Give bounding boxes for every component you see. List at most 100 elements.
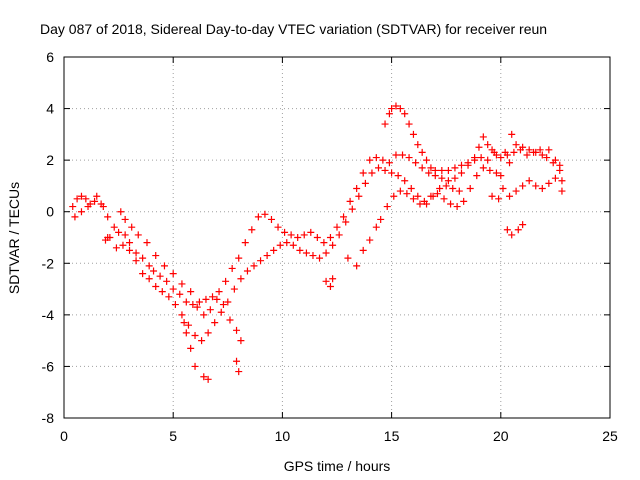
data-point [309,252,317,260]
data-point [104,213,112,221]
data-point [163,277,171,285]
data-point [460,197,468,205]
data-point [497,172,505,180]
data-point [503,226,511,234]
y-tick-label: -4 [42,307,55,323]
data-point [433,190,441,198]
data-point [333,223,341,231]
data-point [409,195,417,203]
data-point [436,185,444,193]
data-point [508,130,516,138]
data-point [532,148,540,156]
data-point [117,208,125,216]
data-point [178,311,186,319]
data-point [438,174,446,182]
data-point [479,133,487,141]
data-point [274,223,282,231]
data-point [409,130,417,138]
data-point [396,187,404,195]
data-point [152,282,160,290]
data-point [145,275,153,283]
data-point [191,331,199,339]
data-point [423,156,431,164]
data-point [525,146,533,154]
data-point [407,185,415,193]
data-point [545,179,553,187]
data-point [484,141,492,149]
data-point [444,177,452,185]
data-point [335,231,343,239]
data-point [169,270,177,278]
data-point [91,197,99,205]
data-point [538,185,546,193]
data-point [132,257,140,265]
data-point [233,326,241,334]
data-point [551,156,559,164]
data-point [211,319,219,327]
data-point [374,164,382,172]
data-point [427,164,435,172]
data-point [396,105,404,113]
data-point [383,203,391,211]
data-point [222,277,230,285]
data-point [187,288,195,296]
y-tick-label: 4 [46,101,54,117]
data-point [545,146,553,154]
data-point [359,246,367,254]
data-point [287,231,295,239]
data-point [267,215,275,223]
data-point [412,159,420,167]
data-point [438,166,446,174]
data-point [532,182,540,190]
data-point [512,187,520,195]
data-point [213,295,221,303]
data-point [132,249,140,257]
data-point [139,270,147,278]
data-point [451,164,459,172]
data-point [497,154,505,162]
data-point [381,166,389,174]
data-point [121,231,129,239]
data-point [499,185,507,193]
data-point [115,228,123,236]
data-point [403,190,411,198]
data-point [342,218,350,226]
data-point [425,169,433,177]
data-point [204,375,212,383]
data-point [523,151,531,159]
data-point [169,285,177,293]
data-point [385,159,393,167]
data-point [366,236,374,244]
data-point [226,316,234,324]
data-point [495,195,503,203]
data-point [340,213,348,221]
data-point [488,192,496,200]
data-point [248,226,256,234]
grid-lines [64,57,610,418]
data-point [558,187,566,195]
data-point [361,179,369,187]
data-point [366,156,374,164]
axis-ticks: 0 5 10 15 20 25 -8 -6 -4 -2 0 2 4 6 [42,49,618,444]
data-point [300,231,308,239]
x-tick-label: 15 [384,428,400,444]
data-point [556,166,564,174]
data-point [152,252,160,260]
data-point [414,141,422,149]
data-point [209,293,217,301]
data-point [233,357,241,365]
data-point [195,298,203,306]
data-point [401,177,409,185]
data-point [392,151,400,159]
data-point [198,337,206,345]
data-point [479,164,487,172]
data-point [538,151,546,159]
data-point [508,231,516,239]
plot-border [63,56,611,419]
data-point [307,228,315,236]
data-point [160,262,168,270]
data-point [230,285,238,293]
data-point [442,182,450,190]
data-point [171,301,179,309]
